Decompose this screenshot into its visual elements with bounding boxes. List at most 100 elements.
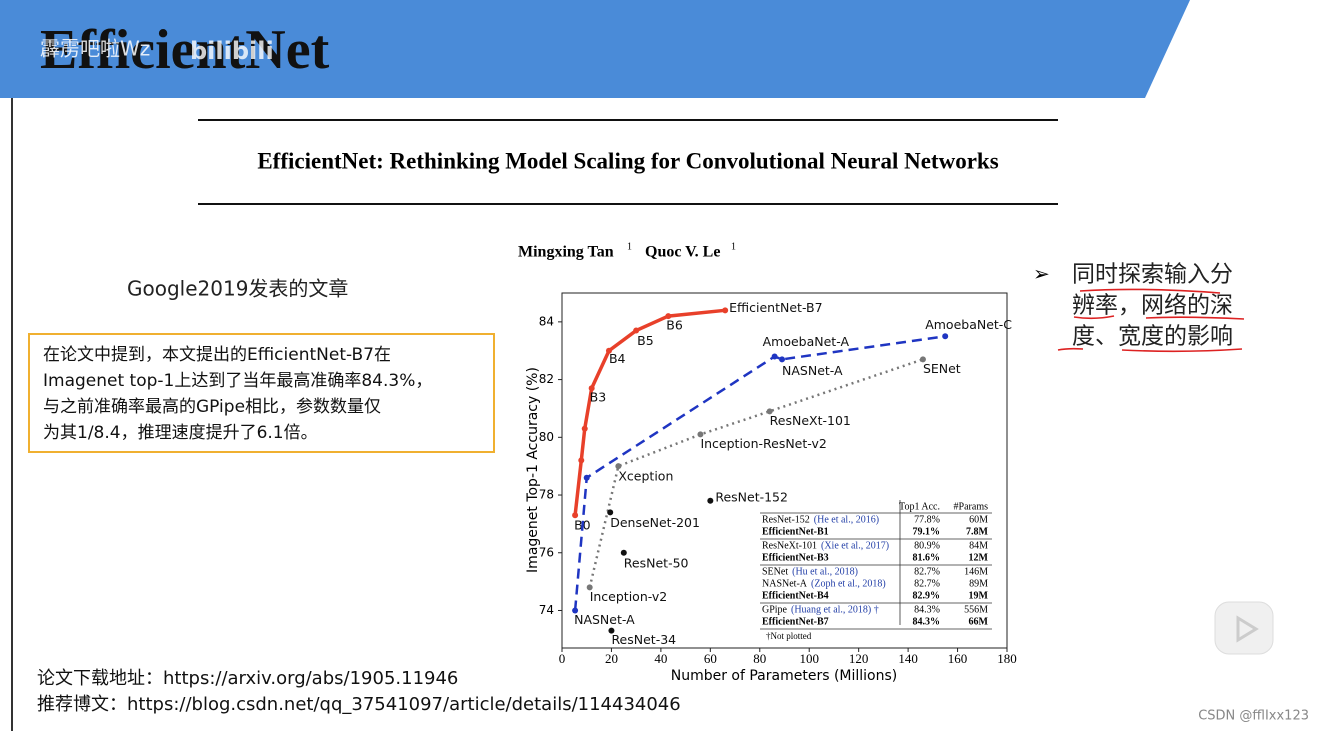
table-acc: 82.7% [914, 566, 940, 577]
table-model: SENet [762, 566, 788, 577]
data-point [665, 313, 672, 320]
y-tick-label: 82 [539, 372, 554, 386]
y-tick-label: 78 [539, 488, 554, 502]
data-point [722, 307, 729, 314]
table-acc: 77.8% [914, 514, 940, 525]
table-params: 66M [969, 616, 989, 627]
x-tick-label: 160 [948, 651, 968, 666]
table-citation: (He et al., 2016) [814, 514, 879, 525]
bullet-marker: ➢ [1033, 262, 1050, 286]
point-label: DenseNet-201 [610, 515, 700, 530]
table-params: 146M [964, 566, 988, 577]
point-label: B5 [637, 333, 654, 348]
x-tick-label: 100 [799, 651, 819, 666]
callout-box [28, 333, 495, 453]
point-label: B6 [666, 318, 683, 333]
table-params: 12M [969, 552, 989, 563]
data-point [615, 463, 622, 470]
slide-title: EfficientNet [40, 19, 330, 81]
x-tick-label: 120 [849, 651, 869, 666]
link: 推荐博文：https://blog.csdn.net/qq_37541097/a… [37, 694, 681, 715]
logo: bilibili [190, 37, 274, 65]
table-header: #Params [954, 501, 989, 512]
x-tick-label: 180 [997, 651, 1017, 666]
data-point [583, 474, 590, 481]
watermark: 霹雳吧啦Wz [40, 37, 150, 61]
table-model: GPipe [762, 604, 788, 615]
note: Google2019发表的文章 [127, 277, 348, 301]
point-label: ResNet-34 [611, 632, 676, 647]
data-point [707, 497, 714, 504]
y-tick-label: 74 [539, 603, 554, 617]
affiliation: 1 [731, 241, 736, 252]
x-tick-label: 20 [605, 651, 618, 666]
table-citation: (Huang et al., 2018) † [791, 604, 879, 615]
data-point [572, 512, 579, 519]
point-label: NASNet-A [782, 363, 843, 378]
data-point [578, 457, 585, 464]
data-point [697, 431, 704, 438]
data-point [605, 347, 612, 354]
data-point [620, 549, 627, 556]
table-params: 556M [964, 604, 988, 615]
x-tick-label: 80 [753, 651, 766, 666]
y-axis-label: Imagenet Top-1 Accuracy (%) [525, 367, 541, 573]
table-model: EfficientNet-B7 [762, 616, 829, 627]
data-point [919, 356, 926, 363]
data-point [942, 333, 949, 340]
table-citation: (Hu et al., 2018) [792, 566, 858, 577]
table-params: 7.8M [966, 526, 989, 537]
table-acc: 81.6% [913, 552, 941, 563]
point-label: ResNeXt-101 [770, 413, 851, 428]
callout-line: Imagenet top-1上达到了当年最高准确率84.3%， [43, 371, 432, 391]
point-label: ResNet-50 [624, 555, 689, 570]
table-model: NASNet-A [762, 578, 808, 589]
point-label: Xception [618, 469, 673, 484]
point-label: Inception-v2 [590, 589, 668, 604]
table-params: 19M [969, 590, 989, 601]
x-tick-label: 60 [704, 651, 717, 666]
table-params: 60M [969, 514, 988, 525]
table-acc: 82.7% [914, 578, 940, 589]
table-acc: 82.9% [913, 590, 941, 601]
table-acc: 79.1% [913, 526, 941, 537]
author: Mingxing Tan [518, 244, 614, 261]
point-label: Inception-ResNet-v2 [700, 436, 826, 451]
paper-title: EfficientNet: Rethinking Model Scaling f… [257, 148, 998, 173]
point-label: B3 [590, 390, 607, 405]
table-header: Top1 Acc. [899, 501, 940, 512]
header-band [0, 0, 1190, 98]
credit: CSDN @fflIxx123 [1198, 709, 1309, 724]
table-params: 89M [969, 578, 988, 589]
bullet-line: 度、宽度的影响 [1072, 324, 1233, 350]
data-point [771, 353, 778, 360]
x-tick-label: 0 [559, 651, 566, 666]
table-citation: (Xie et al., 2017) [821, 540, 889, 551]
plot-frame [561, 292, 1008, 649]
bullet-line: 同时探索输入分 [1072, 262, 1233, 288]
play-triangle [1236, 615, 1259, 643]
table-model: ResNeXt-101 [762, 540, 817, 551]
table-model: ResNet-152 [762, 514, 810, 525]
table-model: EfficientNet-B1 [762, 526, 829, 537]
data-point [608, 627, 615, 634]
point-label: EfficientNet-B7 [729, 300, 822, 315]
y-tick-label: 76 [539, 545, 554, 559]
callout-line: 在论文中提到，本文提出的EfficientNet-B7在 [43, 345, 391, 365]
table-acc: 80.9% [914, 540, 940, 551]
table-model: EfficientNet-B4 [762, 590, 829, 601]
y-tick-label: 80 [539, 430, 554, 444]
affiliation: 1 [627, 241, 632, 252]
link: 论文下载地址：https://arxiv.org/abs/1905.11946 [37, 668, 458, 689]
data-point [779, 356, 786, 363]
y-tick-label: 84 [539, 314, 554, 328]
data-point [588, 385, 595, 392]
point-label: AmoebaNet-C [925, 317, 1012, 332]
data-point [572, 607, 579, 614]
point-label: AmoebaNet-A [763, 334, 850, 349]
bullet-line: 辨率，网络的深 [1072, 293, 1233, 319]
data-point [633, 327, 640, 334]
table-citation: (Zoph et al., 2018) [811, 578, 886, 589]
